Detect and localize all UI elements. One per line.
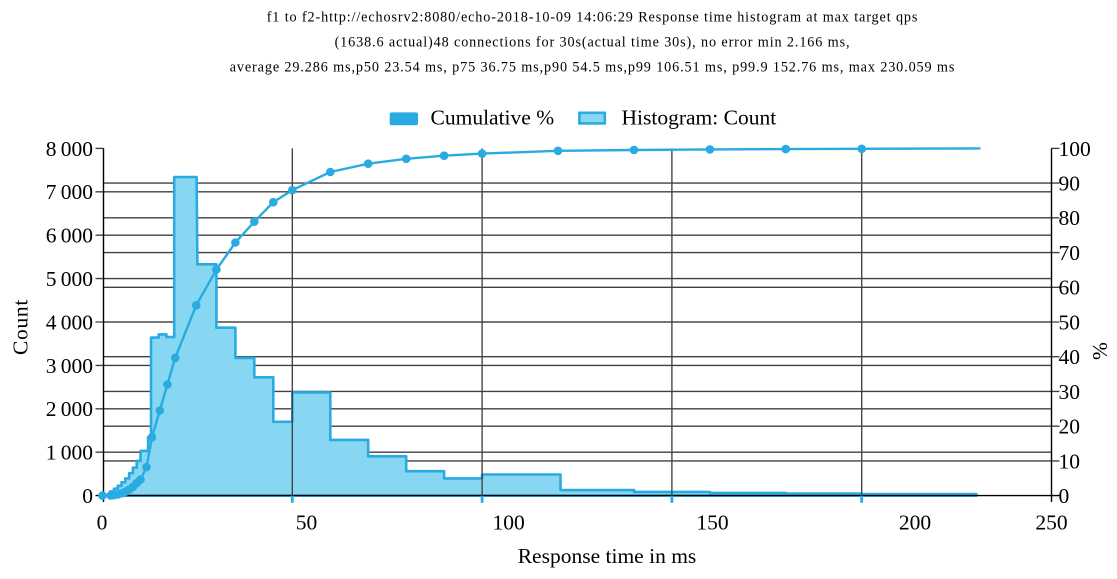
svg-text:10: 10	[1059, 449, 1081, 473]
svg-text:60: 60	[1059, 276, 1081, 300]
svg-text:8 000: 8 000	[46, 137, 93, 161]
svg-text:(1638.6 actual)48 connections: (1638.6 actual)48 connections for 30s(ac…	[335, 35, 851, 51]
svg-text:90: 90	[1059, 172, 1081, 196]
svg-text:Response time in ms: Response time in ms	[518, 544, 697, 568]
svg-text:%: %	[1088, 342, 1112, 360]
svg-text:average 29.286 ms,p50 23.54 ms: average 29.286 ms,p50 23.54 ms, p75 36.7…	[230, 60, 956, 76]
svg-text:100: 100	[1059, 137, 1091, 161]
svg-text:3 000: 3 000	[46, 354, 93, 378]
svg-text:50: 50	[296, 510, 318, 534]
svg-text:40: 40	[1059, 345, 1081, 369]
svg-text:7 000: 7 000	[46, 180, 93, 204]
svg-text:250: 250	[1035, 510, 1067, 534]
svg-text:200: 200	[899, 510, 931, 534]
svg-text:20: 20	[1059, 415, 1081, 439]
svg-text:100: 100	[492, 510, 524, 534]
svg-text:2 000: 2 000	[46, 397, 93, 421]
svg-text:6 000: 6 000	[46, 224, 93, 248]
svg-text:5 000: 5 000	[46, 267, 93, 291]
svg-text:Histogram: Count: Histogram: Count	[622, 106, 777, 130]
svg-text:80: 80	[1059, 206, 1081, 230]
svg-text:1 000: 1 000	[46, 441, 93, 465]
svg-text:50: 50	[1059, 310, 1081, 334]
svg-text:0: 0	[82, 484, 93, 508]
svg-text:Count: Count	[9, 299, 33, 355]
svg-text:0: 0	[1059, 484, 1070, 508]
svg-text:Cumulative %: Cumulative %	[431, 106, 555, 130]
svg-text:70: 70	[1059, 241, 1081, 265]
svg-text:0: 0	[97, 510, 108, 534]
svg-text:4 000: 4 000	[46, 310, 93, 334]
svg-text:150: 150	[696, 510, 728, 534]
svg-text:30: 30	[1059, 380, 1081, 404]
svg-text:f1 to f2-http://echosrv2:8080: f1 to f2-http://echosrv2:8080/echo-2018-…	[267, 10, 919, 26]
